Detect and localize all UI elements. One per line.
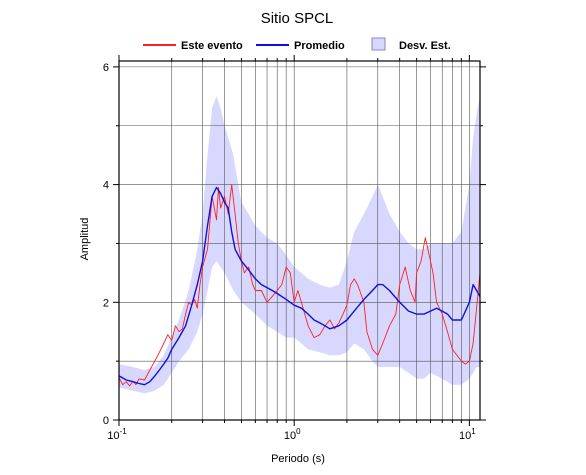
plot-area: 10-1 100 101 0 2 4 6 [103,55,486,442]
legend-label: Promedio [294,40,345,52]
y-tick-label: 0 [103,415,109,427]
x-tick-label: 100 [284,427,301,442]
legend-label: Este evento [181,40,243,52]
y-tick-label: 6 [103,62,109,74]
legend: Este evento Promedio Desv. Est. [143,37,451,52]
grid [118,61,480,420]
chart-title: Sitio SPCL [261,10,334,27]
x-axis-label: Periodo (s) [271,453,325,465]
y-tick-label: 2 [103,297,109,309]
x-tick-label: 101 [459,427,476,442]
series-line-promedio [119,186,480,386]
y-tick-label: 4 [103,180,109,192]
series-line-este-evento [119,184,480,387]
legend-label: Desv. Est. [399,40,451,52]
std-band [119,96,480,394]
x-tick-label: 10-1 [107,427,127,442]
legend-swatch-band [371,37,386,51]
y-axis-label: Amplitud [79,218,91,261]
plot-frame [118,60,481,421]
axis-ticks: 10-1 100 101 0 2 4 6 [103,55,486,442]
